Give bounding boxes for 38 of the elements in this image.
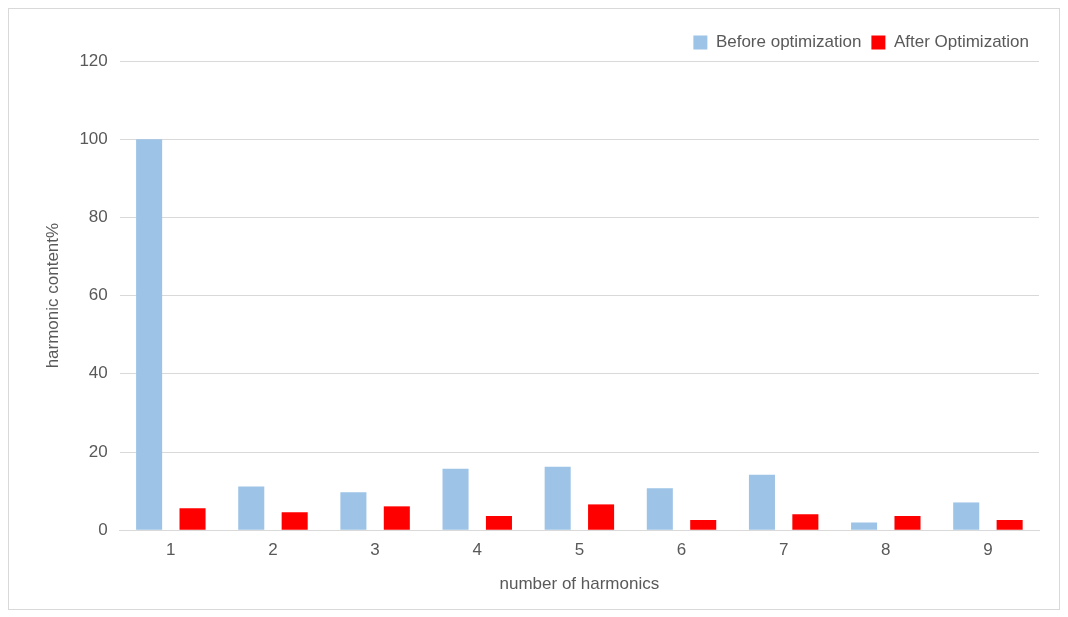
legend-label: After Optimization <box>893 32 1030 52</box>
x-tick-label: 1 <box>166 540 176 560</box>
bar <box>179 508 206 530</box>
bar <box>748 474 775 530</box>
bar <box>588 504 615 530</box>
bar <box>851 522 878 530</box>
bar <box>383 506 410 530</box>
x-tick-label: 4 <box>472 540 482 560</box>
x-tick-label: 5 <box>574 540 585 560</box>
x-tick-label: 3 <box>370 540 380 560</box>
x-tick-label: 7 <box>778 540 789 560</box>
y-tick-label: 80 <box>88 207 108 227</box>
bar <box>646 488 673 530</box>
x-tick-label: 8 <box>881 540 891 560</box>
bar <box>340 492 367 530</box>
y-tick-label: 100 <box>79 128 108 148</box>
x-tick-label: 2 <box>268 540 278 560</box>
y-tick-label: 20 <box>88 441 108 461</box>
bar <box>281 512 308 530</box>
bar <box>953 502 980 530</box>
bar <box>690 520 717 530</box>
x-tick-label: 9 <box>983 540 993 560</box>
y-tick-label: 0 <box>98 519 108 539</box>
y-tick-label: 120 <box>79 50 108 70</box>
bar <box>996 520 1023 530</box>
bar <box>792 514 819 530</box>
y-tick-label: 40 <box>88 363 108 383</box>
x-tick-label: 6 <box>676 540 687 560</box>
bar <box>136 139 163 530</box>
y-axis-title: harmonic content% <box>42 222 62 369</box>
legend-label: Before optimization <box>715 32 862 52</box>
bar <box>544 466 571 530</box>
bar <box>485 516 512 530</box>
x-axis-title: number of harmonics <box>499 574 660 594</box>
bar <box>238 486 265 530</box>
bar <box>442 468 469 530</box>
bar <box>894 516 921 530</box>
y-tick-label: 60 <box>88 285 108 305</box>
